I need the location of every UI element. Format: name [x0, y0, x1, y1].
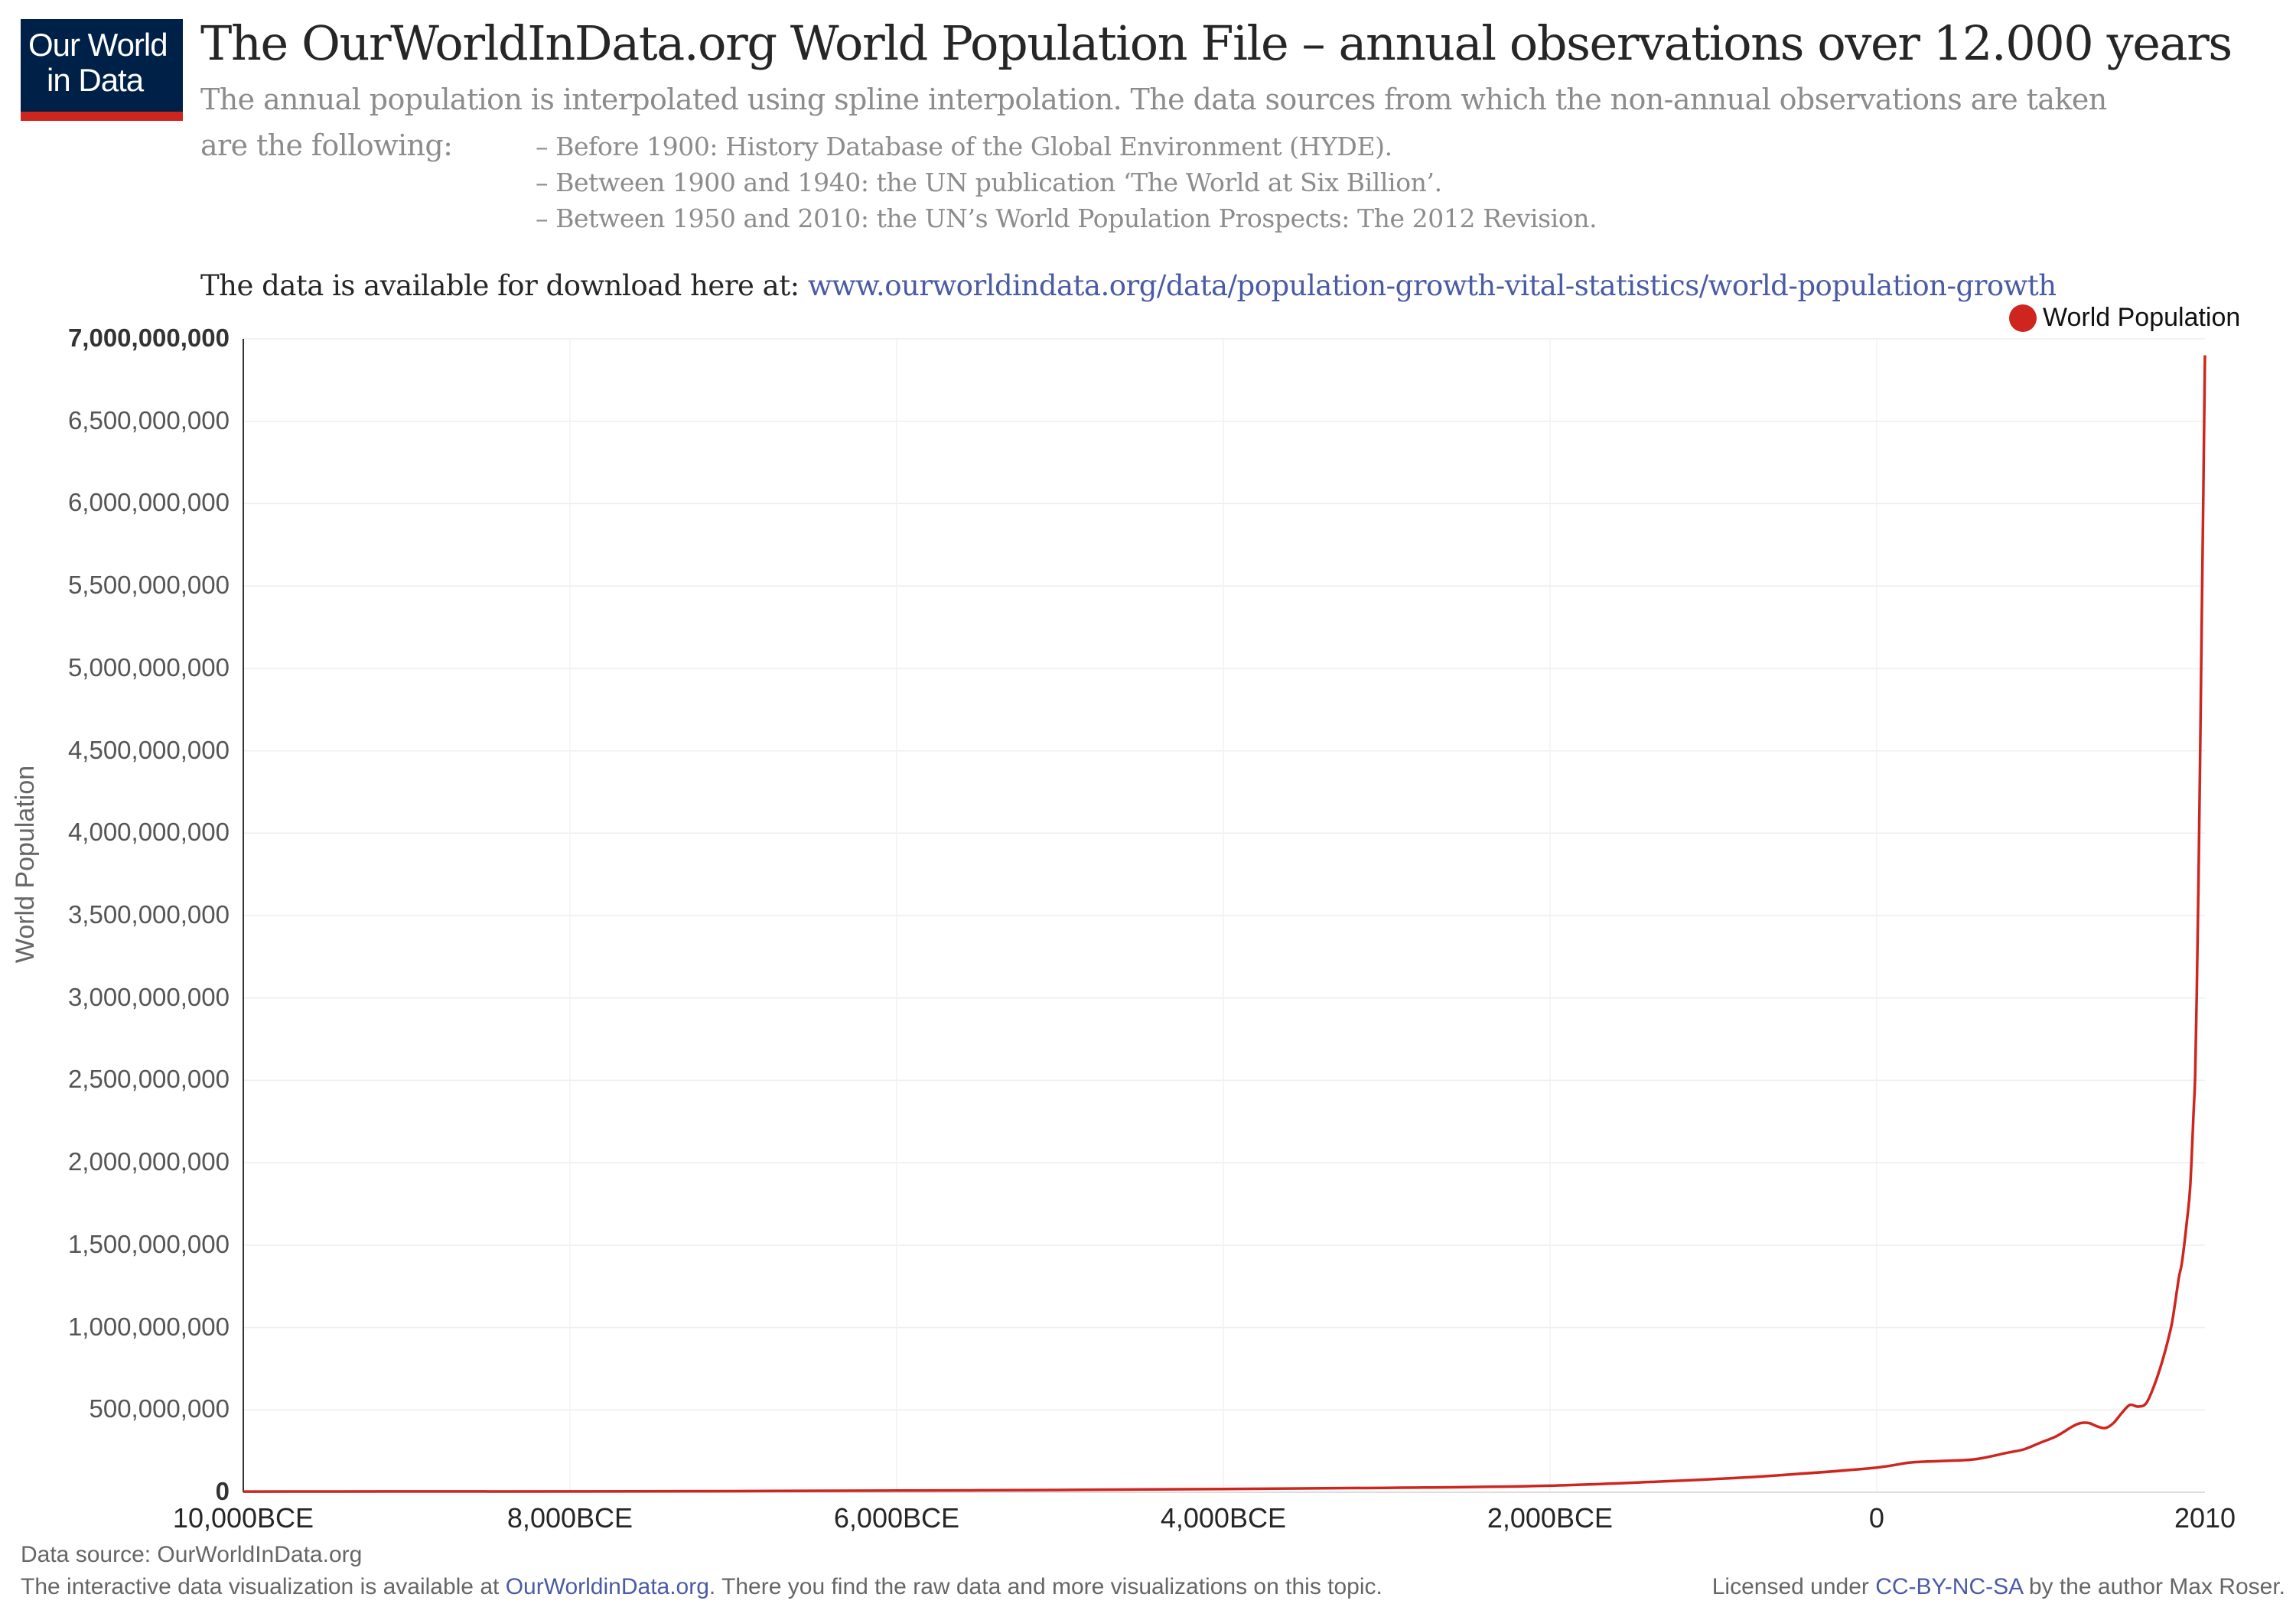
chart-title: The OurWorldInData.org World Population … [200, 15, 2232, 71]
chart-subtitle-line-1: The annual population is interpolated us… [200, 83, 2107, 116]
x-tick-label: 2,000BCE [1487, 1502, 1613, 1534]
y-tick-label: 6,500,000,000 [67, 405, 230, 434]
footer-interactive-note: The interactive data visualization is av… [21, 1574, 1382, 1600]
y-tick-label: 3,000,000,000 [67, 982, 230, 1011]
y-tick-label: 5,000,000,000 [67, 652, 230, 682]
source-line-3: – Between 1950 and 2010: the UN’s World … [536, 203, 1597, 233]
footer-license-pre: Licensed under [1711, 1574, 1876, 1599]
x-tick-label: 0 [1868, 1502, 1884, 1534]
footer-license: Licensed under CC-BY-NC-SA by the author… [1712, 1574, 2285, 1600]
logo-line-2: in Data [47, 62, 144, 98]
y-tick-label: 2,500,000,000 [67, 1065, 230, 1094]
source-line-1: – Before 1900: History Database of the G… [536, 132, 1392, 161]
x-tick-label: 4,000BCE [1160, 1502, 1286, 1534]
y-tick-label: 4,500,000,000 [67, 735, 230, 764]
y-tick-label: 1,000,000,000 [67, 1312, 230, 1341]
y-tick-label: 1,500,000,000 [67, 1229, 230, 1258]
y-tick-label: 500,000,000 [89, 1394, 230, 1423]
footer-data-source: Data source: OurWorldInData.org [21, 1542, 363, 1567]
source-line-2: – Between 1900 and 1940: the UN publicat… [536, 168, 1442, 197]
download-note: The data is available for download here … [200, 269, 2057, 302]
footer-license-post: by the author Max Roser. [2022, 1574, 2285, 1599]
logo-accent-bar [21, 112, 183, 121]
x-tick-label: 10,000BCE [172, 1502, 314, 1534]
footer-license-link[interactable]: CC-BY-NC-SA [1875, 1574, 2023, 1599]
y-tick-label: 7,000,000,000 [67, 324, 230, 352]
y-tick-label: 4,000,000,000 [67, 818, 230, 847]
x-tick-label: 8,000BCE [506, 1502, 633, 1534]
y-tick-label: 2,000,000,000 [67, 1147, 230, 1176]
footer-interactive-post: . There you find the raw data and more v… [708, 1574, 1382, 1599]
series-line-world-population [243, 355, 2206, 1493]
x-tick-label: 6,000BCE [833, 1502, 960, 1534]
x-tick-label: 2010 [2174, 1502, 2236, 1534]
legend[interactable]: World Population [2009, 303, 2240, 333]
owid-logo: Our World in Data [21, 19, 183, 121]
y-tick-label: 3,500,000,000 [67, 900, 230, 929]
chart-subtitle-line-2: are the following: [200, 128, 453, 162]
series-lines [243, 355, 2206, 1493]
footer-owid-link[interactable]: OurWorldinData.org [505, 1574, 709, 1599]
legend-marker-world-population [2009, 304, 2037, 332]
y-tick-label: 0 [215, 1477, 230, 1505]
gridlines [243, 338, 2205, 1492]
download-link[interactable]: www.ourworldindata.org/data/population-g… [807, 269, 2057, 302]
y-tick-label: 6,000,000,000 [67, 488, 230, 517]
footer-interactive-pre: The interactive data visualization is av… [21, 1574, 506, 1599]
y-tick-label: 5,500,000,000 [67, 571, 230, 600]
legend-label-world-population: World Population [2043, 303, 2241, 332]
download-text: The data is available for download here … [200, 269, 808, 302]
logo-line-1: Our World [28, 27, 168, 63]
